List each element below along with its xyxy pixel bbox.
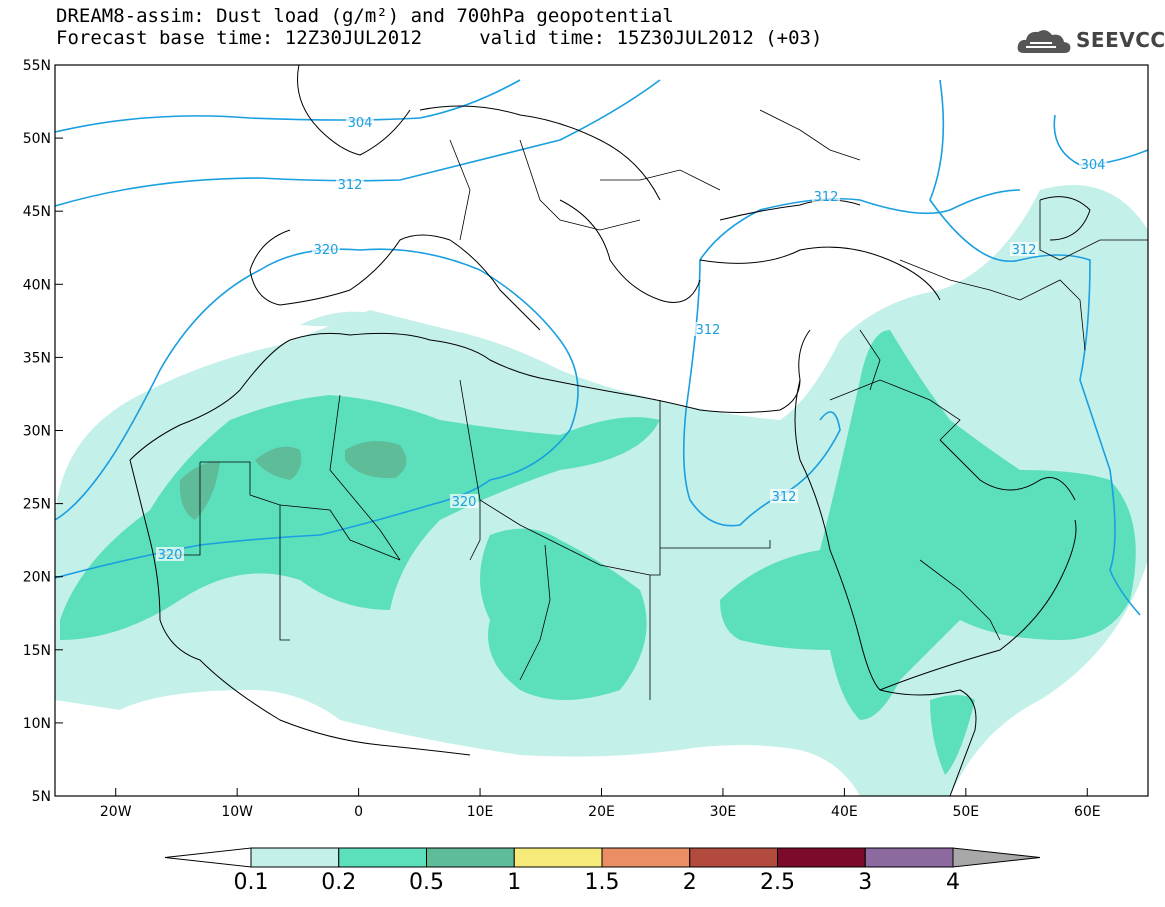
lat-tick-label: 20N bbox=[23, 570, 51, 586]
colorbar-tick-label: 2.5 bbox=[760, 870, 795, 895]
lon-tick-label: 40E bbox=[831, 804, 858, 820]
contour-label: 312 bbox=[772, 490, 797, 505]
lon-tick-label: 20E bbox=[588, 804, 615, 820]
contour-label-bg bbox=[1010, 242, 1038, 256]
chart-title: DREAM8-assim: Dust load (g/m²) and 700hP… bbox=[56, 5, 674, 27]
colorbar-segment bbox=[601, 847, 691, 868]
cloud-icon bbox=[1017, 30, 1071, 53]
contour-label-bg bbox=[694, 322, 722, 336]
latitude-axis: 55N 50N 45N 40N 35N 30N 25N 20N 15N 10N 5N bbox=[23, 58, 63, 805]
contour-label-bg bbox=[156, 547, 184, 561]
longitude-axis: 20W 10W 0 10E 20E 30E 40E 50E 60E bbox=[100, 788, 1101, 820]
contour-label-group: 304 304 312 312 312 312 312 320 320 320 bbox=[156, 115, 1107, 563]
lat-tick-label: 55N bbox=[23, 58, 51, 74]
lon-tick-label: 30E bbox=[710, 804, 737, 820]
lon-tick-label: 50E bbox=[952, 804, 979, 820]
contour-label: 320 bbox=[158, 548, 183, 563]
country-borders bbox=[160, 109, 1148, 700]
lat-tick-label: 5N bbox=[32, 789, 51, 805]
contour-label: 304 bbox=[1081, 158, 1106, 173]
lat-tick-label: 10N bbox=[23, 716, 51, 732]
coastlines bbox=[129, 65, 1091, 796]
colorbar-tick-label: 0.5 bbox=[409, 870, 444, 895]
colorbar-segment bbox=[250, 847, 340, 868]
lon-tick-label: 0 bbox=[354, 804, 363, 820]
colorbar-over-triangle bbox=[952, 847, 1041, 868]
contour-label-bg bbox=[312, 242, 340, 256]
lat-tick-label: 30N bbox=[23, 424, 51, 440]
colorbar-under-triangle bbox=[164, 847, 252, 868]
geopotential-contours bbox=[55, 79, 1148, 616]
contour-label: 312 bbox=[1012, 243, 1037, 258]
colorbar-tick-label: 2 bbox=[682, 870, 697, 895]
colorbar-segment bbox=[777, 847, 866, 868]
contour-label: 320 bbox=[452, 495, 477, 510]
contour-label: 312 bbox=[338, 178, 363, 193]
colorbar-segment bbox=[513, 847, 603, 868]
lat-tick-label: 40N bbox=[23, 277, 51, 293]
lat-tick-label: 50N bbox=[23, 131, 51, 147]
colorbar-tick-label: 0.1 bbox=[233, 870, 269, 895]
colorbar-tick-label: 1 bbox=[507, 870, 522, 895]
lon-tick-label: 20W bbox=[100, 804, 132, 820]
contour-label-bg bbox=[336, 177, 364, 191]
contour-label-bg bbox=[812, 189, 840, 203]
map-plot-area bbox=[55, 65, 1148, 796]
seevccc-logo: SEEVCCC bbox=[1016, 22, 1165, 62]
contour-label: 312 bbox=[814, 190, 839, 205]
contour-label: 312 bbox=[696, 323, 721, 338]
colorbar-segment bbox=[864, 847, 954, 868]
lat-tick-label: 25N bbox=[23, 497, 51, 513]
dust-level-mid bbox=[60, 330, 1136, 775]
chart-subtitle: Forecast base time: 12Z30JUL2012 valid t… bbox=[56, 27, 823, 49]
contour-label: 320 bbox=[314, 243, 339, 258]
colorbar-tick-label: 1.5 bbox=[584, 870, 620, 895]
lon-tick-label: 10E bbox=[467, 804, 494, 820]
contour-label-bg bbox=[770, 489, 798, 503]
contour-label-bg bbox=[346, 115, 374, 129]
lon-tick-label: 60E bbox=[1074, 804, 1101, 820]
lat-tick-label: 45N bbox=[23, 204, 51, 220]
colorbar-segment bbox=[426, 847, 515, 868]
lon-tick-label: 10W bbox=[221, 804, 253, 820]
contour-label: 304 bbox=[348, 116, 373, 131]
colorbar-tick-label: 3 bbox=[858, 870, 873, 895]
logo-text: SEEVCCC bbox=[1076, 28, 1165, 52]
lat-tick-label: 35N bbox=[23, 350, 51, 366]
contour-label-bg bbox=[450, 494, 478, 508]
colorbar-segment bbox=[689, 847, 778, 868]
colorbar-tick-label: 0.2 bbox=[321, 870, 357, 895]
lat-tick-label: 15N bbox=[23, 643, 51, 659]
colorbar-segment bbox=[338, 847, 427, 868]
contour-label-bg bbox=[1079, 157, 1107, 171]
colorbar-tick-label: 4 bbox=[946, 870, 960, 895]
